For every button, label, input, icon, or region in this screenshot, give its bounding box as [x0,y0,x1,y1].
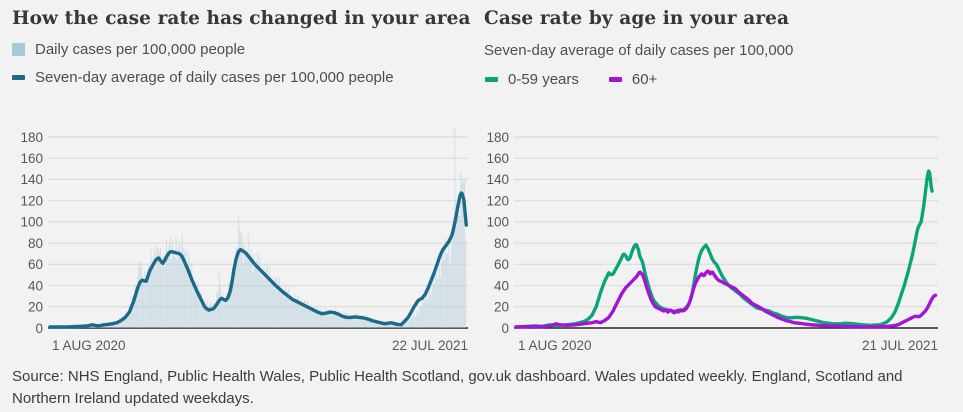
svg-text:160: 160 [486,151,509,166]
svg-text:100: 100 [20,215,43,230]
svg-text:0: 0 [35,321,43,336]
legend-item-0-59-years: 0-59 years [485,71,579,88]
svg-text:40: 40 [28,278,43,293]
plot-case-rate-change: 0 20 40 60 80 100 120 140 160 180 [20,128,468,336]
svg-text:0: 0 [501,321,509,336]
legend-label-daily-cases: Daily cases per 100,000 people [35,40,246,58]
legend-label-0-59-years: 0-59 years [508,71,579,88]
chart-title-case-rate-change: How the case rate has changed in your ar… [12,8,471,29]
svg-text:140: 140 [20,172,43,187]
svg-text:60: 60 [28,257,43,272]
daily-cases-swatch-icon [12,42,25,56]
age-0-59-swatch-icon [485,77,498,82]
svg-text:100: 100 [486,215,509,230]
age-60-plus-swatch-icon [608,77,622,82]
legend-case-rate-change: Daily cases per 100,000 people Seven-day… [12,40,394,96]
chart-subtitle-case-rate-by-age: Seven-day average of daily cases per 100… [484,42,794,59]
svg-text:120: 120 [486,194,509,209]
svg-text:160: 160 [20,151,43,166]
source-note: Source: NHS England, Public Health Wales… [12,368,903,407]
legend-label-60-plus: 60+ [631,71,658,88]
legend-case-rate-by-age: 0-59 years 60+ [485,71,687,88]
seven-day-average-swatch-icon [12,74,25,80]
svg-text:20: 20 [28,300,43,315]
x-axis-label-left-start: 1 AUG 2020 [52,338,126,353]
legend-item-daily-cases: Daily cases per 100,000 people [12,40,394,58]
svg-text:140: 140 [486,172,509,187]
svg-text:180: 180 [486,130,509,145]
svg-text:80: 80 [28,236,43,251]
legend-item-seven-day-average: Seven-day average of daily cases per 100… [12,68,394,86]
legend-label-seven-day-average: Seven-day average of daily cases per 100… [35,68,394,86]
legend-item-60-plus: 60+ [608,71,658,88]
svg-text:120: 120 [20,194,43,209]
svg-text:180: 180 [20,130,43,145]
chart-title-case-rate-by-age: Case rate by age in your area [484,8,790,29]
svg-text:80: 80 [494,236,509,251]
plot-case-rate-by-age: 0 20 40 60 80 100 120 140 160 180 [486,130,938,336]
svg-text:40: 40 [494,278,509,293]
x-axis-label-left-end: 22 JUL 2021 [391,338,468,353]
svg-text:20: 20 [494,300,509,315]
x-axis-label-right-start: 1 AUG 2020 [518,338,592,353]
svg-text:60: 60 [494,257,509,272]
x-axis-label-right-end: 21 JUL 2021 [861,338,938,353]
